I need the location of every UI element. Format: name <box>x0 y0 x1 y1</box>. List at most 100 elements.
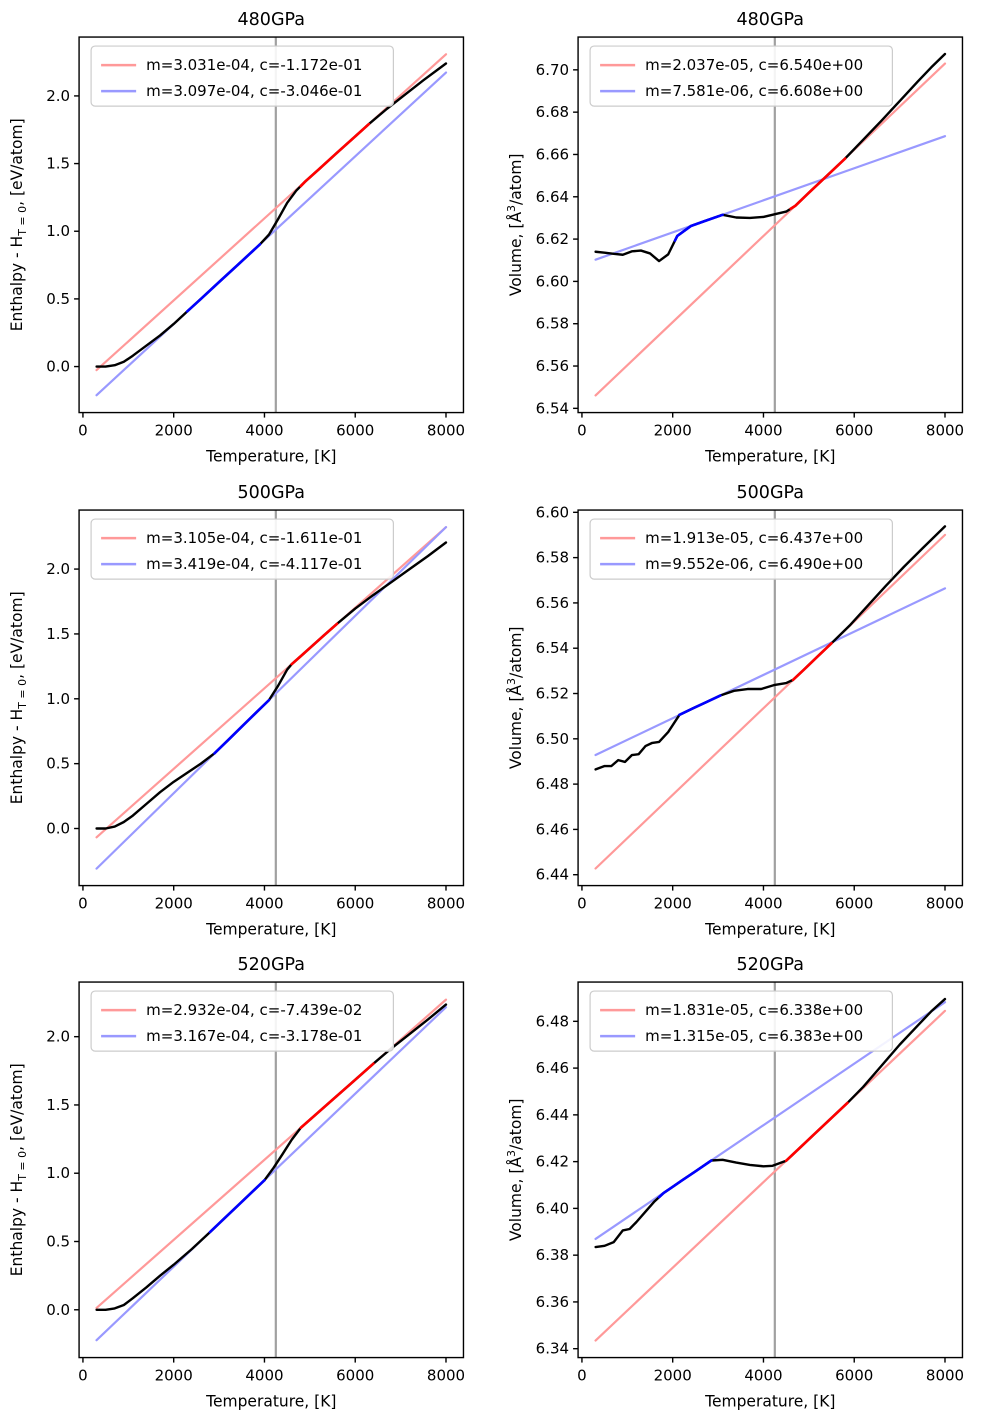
y-tick-label: 6.44 <box>535 1106 568 1124</box>
y-tick-label: 2.0 <box>46 1028 70 1046</box>
axes-box <box>78 36 465 414</box>
y-axis-label: Volume, [Å3/atom] <box>505 626 525 769</box>
data-curve <box>593 524 946 771</box>
y-tick-label: 6.58 <box>535 315 568 333</box>
axes-box <box>576 36 963 414</box>
legend-label: m=9.552e-06, c=6.490e+00 <box>645 555 863 573</box>
fit-region-blue <box>673 213 724 242</box>
y-tick-label: 6.52 <box>535 684 568 702</box>
fit-region-red <box>791 641 833 681</box>
legend-label: m=1.913e-05, c=6.437e+00 <box>645 529 863 547</box>
data-curve <box>593 998 946 1249</box>
fit-region-red <box>290 622 339 666</box>
y-tick-label: 0.5 <box>46 754 70 772</box>
legend-label: m=3.419e-04, c=-4.117e-01 <box>146 555 362 573</box>
x-tick-label: 2000 <box>155 422 193 440</box>
legend-label: m=2.932e-04, c=-7.439e-02 <box>146 1001 362 1019</box>
fit-region-blue <box>657 1159 713 1199</box>
y-tick-label: 0.0 <box>46 358 70 376</box>
y-tick-label: 0.0 <box>46 819 70 837</box>
chart-title: 480GPa <box>736 10 804 30</box>
y-tick-label: 0.0 <box>46 1301 70 1319</box>
y-axis-label: Enthalpy - HT = 0, [eV/atom] <box>8 591 29 804</box>
y-tick-label: 1.5 <box>46 155 70 173</box>
legend-box <box>90 518 394 580</box>
chart-title: 500GPa <box>238 483 306 503</box>
x-axis-label: Temperature, [K] <box>205 920 336 938</box>
chart-title: 480GPa <box>238 10 306 30</box>
fit-line-blue <box>593 586 946 756</box>
x-axis-label: Temperature, [K] <box>205 1393 336 1411</box>
y-tick-label: 2.0 <box>46 560 70 578</box>
legend-label: m=1.831e-05, c=6.338e+00 <box>645 1001 863 1019</box>
plot-area <box>593 37 946 413</box>
x-tick-label: 6000 <box>336 422 374 440</box>
fit-line-blue <box>95 71 448 397</box>
legend-box <box>90 990 394 1053</box>
fit-region-blue <box>185 243 262 313</box>
x-tick-label: 0 <box>577 894 587 912</box>
x-tick-label: 2000 <box>653 422 691 440</box>
y-tick-label: 2.0 <box>46 87 70 105</box>
x-axis-label: Temperature, [K] <box>704 448 835 466</box>
chart-cell-volume-520: 0 2000 4000 6000 8000 6.34 6.36 6.38 6.40 6.42 6.4… <box>499 945 997 1418</box>
fit-line-blue <box>593 135 946 261</box>
y-tick-label: 6.66 <box>535 145 568 163</box>
fit-region-blue <box>677 693 722 716</box>
legend-label: m=3.031e-04, c=-1.172e-01 <box>146 56 362 74</box>
y-tick-label: 6.60 <box>535 503 568 521</box>
y-tick-label: 6.34 <box>535 1340 568 1358</box>
x-tick-label: 8000 <box>427 422 465 440</box>
x-tick-label: 6000 <box>835 422 873 440</box>
legend-box <box>588 45 893 107</box>
fit-region-red <box>788 157 846 210</box>
legend-label: m=3.097e-04, c=-3.046e-01 <box>146 82 362 100</box>
legend-label: m=3.167e-04, c=-3.178e-01 <box>146 1027 362 1045</box>
y-tick-label: 1.0 <box>46 689 70 707</box>
axes-box <box>576 981 963 1359</box>
y-axis-label: Volume, [Å3/atom] <box>505 1099 525 1242</box>
y-tick-label: 6.62 <box>535 230 568 248</box>
y-tick-label: 0.5 <box>46 1233 70 1251</box>
y-tick-label: 6.54 <box>535 639 568 657</box>
fit-region-blue <box>213 698 271 755</box>
x-tick-label: 4000 <box>744 894 782 912</box>
y-axis-label: Volume, [Å3/atom] <box>505 154 525 297</box>
y-tick-label: 6.38 <box>535 1246 568 1264</box>
axes-box <box>78 509 465 886</box>
plot-area <box>95 37 448 413</box>
fit-line-red <box>593 1010 946 1342</box>
x-tick-label: 8000 <box>427 894 465 912</box>
x-tick-label: 6000 <box>835 894 873 912</box>
legend-box <box>588 990 893 1053</box>
x-tick-label: 6000 <box>336 1367 374 1385</box>
fit-line-blue <box>95 1006 448 1342</box>
fit-region-blue <box>208 1179 266 1234</box>
x-tick-label: 0 <box>577 422 587 440</box>
fit-region-red <box>784 1101 849 1163</box>
x-tick-label: 0 <box>78 1367 88 1385</box>
fit-region-red <box>299 122 371 188</box>
y-tick-label: 1.5 <box>46 625 70 643</box>
chart-cell-enthalpy-480: 0 2000 4000 6000 8000 0.0 0.5 1.0 1.5 2.0 480GPa Te… <box>0 0 499 473</box>
legend: m=3.105e-04, c=-1.611e-01 m=3.419e-04, c=… <box>90 518 394 580</box>
data-curve <box>593 52 946 263</box>
y-tick-label: 6.40 <box>535 1200 568 1218</box>
chart-volume-480: 0 2000 4000 6000 8000 6.54 6.56 6.58 6.60 6.62 6.6… <box>505 10 964 466</box>
chart-volume-520: 0 2000 4000 6000 8000 6.34 6.36 6.38 6.40 6.42 6.4… <box>505 955 964 1411</box>
axes-box <box>78 981 465 1359</box>
y-tick-label: 6.64 <box>535 188 568 206</box>
y-tick-label: 6.60 <box>535 272 568 290</box>
chart-enthalpy-520: 0 2000 4000 6000 8000 0.0 0.5 1.0 1.5 2.0 520GPa Te… <box>8 955 465 1411</box>
x-tick-label: 8000 <box>925 422 963 440</box>
chart-enthalpy-480: 0 2000 4000 6000 8000 0.0 0.5 1.0 1.5 2.0 480GPa Te… <box>8 10 465 466</box>
x-axis-label: Temperature, [K] <box>205 448 336 466</box>
y-axis-label: Enthalpy - HT = 0, [eV/atom] <box>8 118 29 331</box>
x-tick-label: 2000 <box>155 1367 193 1385</box>
y-tick-label: 6.50 <box>535 729 568 747</box>
legend-label: m=1.315e-05, c=6.383e+00 <box>645 1027 863 1045</box>
legend: m=2.932e-04, c=-7.439e-02 m=3.167e-04, c=… <box>90 990 394 1053</box>
y-tick-label: 6.46 <box>535 1059 568 1077</box>
x-tick-label: 0 <box>78 894 88 912</box>
